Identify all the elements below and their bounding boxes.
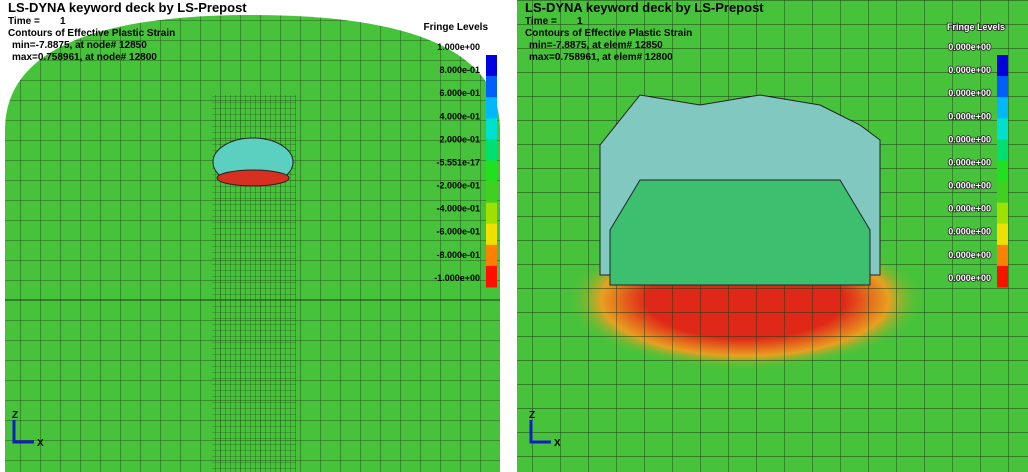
model-title: LS-DYNA keyword deck by LS-Prepost [8,0,247,15]
screenshot: LS-DYNA keyword deck by LS-PrepostTime =… [0,0,1028,472]
fringe-level: 1.000e+00 [437,42,480,52]
fringe-level: 0.000e+00 [948,250,991,260]
time-value: 1 [60,16,66,27]
fringe-swatch [486,160,497,182]
fringe-swatch [486,245,497,267]
fringe-title: Fringe Levels [947,22,1005,32]
fringe-level: 0.000e+00 [948,227,991,237]
fringe-level: -4.000e-01 [436,204,480,214]
fringe-level: 8.000e-01 [439,65,480,75]
fringe-level: 0.000e+00 [948,111,991,121]
fringe-level: 0.000e+00 [948,134,991,144]
fringe-level: -6.000e-01 [436,227,480,237]
fringe-swatch [997,203,1008,225]
min-label: min=-7.8875, at elem# 12850 [529,40,663,51]
fringe-swatch [486,55,497,77]
axis-x: X [554,438,561,449]
fringe-level: -5.551e-17 [436,157,480,167]
max-label: max=0.758961, at node# 12800 [12,52,157,63]
fringe-swatch [997,266,1008,288]
fringe-level: 0.000e+00 [948,181,991,191]
fringe-level: -1.000e+00 [434,273,480,283]
min-label: min=-7.8875, at node# 12850 [12,40,147,51]
fringe-swatch [486,182,497,204]
fringe-level: -2.000e-01 [436,181,480,191]
fringe-swatch [997,160,1008,182]
fringe-swatch [997,76,1008,98]
fringe-level: 0.000e+00 [948,88,991,98]
fringe-swatch [486,203,497,225]
fringe-swatch [997,118,1008,140]
fringe-level: 0.000e+00 [948,42,991,52]
fringe-level: 0.000e+00 [948,65,991,75]
fringe-swatch [486,76,497,98]
model-title: LS-DYNA keyword deck by LS-Prepost [525,0,764,15]
fringe-level: 0.000e+00 [948,204,991,214]
fringe-swatch [486,224,497,246]
time-label: Time = [8,16,40,27]
fringe-swatch [486,118,497,140]
divider [510,0,517,472]
fringe-level: 4.000e-01 [439,111,480,121]
fringe-swatch [997,97,1008,119]
contour-label: Contours of Effective Plastic Strain [8,28,175,39]
fringe-swatch [997,224,1008,246]
time-value: 1 [577,16,583,27]
max-label: max=0.758961, at elem# 12800 [529,52,673,63]
fringe-swatch [997,139,1008,161]
fringe-title: Fringe Levels [424,22,489,33]
fringe-level: 2.000e-01 [439,134,480,144]
fringe-swatch [486,139,497,161]
fringe-swatch [486,266,497,288]
fringe-level: -8.000e-01 [436,250,480,260]
axis-x: X [37,438,44,449]
contour-label: Contours of Effective Plastic Strain [525,28,692,39]
fringe-swatch [997,245,1008,267]
axis-z: Z [529,410,535,421]
fringe-level: 0.000e+00 [948,273,991,283]
fringe-level: 6.000e-01 [439,88,480,98]
axis-z: Z [12,410,18,421]
left-model [5,15,500,472]
time-label: Time = [525,16,557,27]
fringe-swatch [997,182,1008,204]
fringe-level: 0.000e+00 [948,157,991,167]
fringe-swatch [486,97,497,119]
fringe-swatch [997,55,1008,77]
